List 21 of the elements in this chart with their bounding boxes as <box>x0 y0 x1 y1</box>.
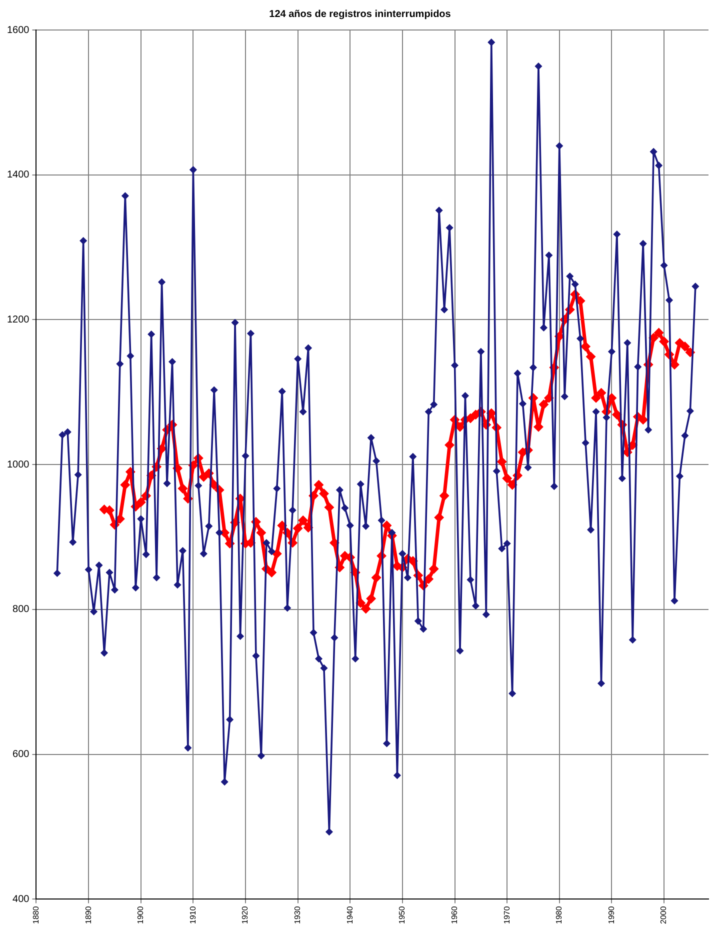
x-tick-label: 1970 <box>502 906 512 924</box>
x-tick-label: 1920 <box>240 906 250 924</box>
x-tick-label: 1960 <box>450 906 459 924</box>
x-tick-label: 1930 <box>293 906 302 924</box>
x-tick-label: 1980 <box>554 906 564 924</box>
y-tick-label: 1600 <box>6 24 30 36</box>
y-tick-label: 1400 <box>6 170 30 181</box>
y-tick-label: 600 <box>12 749 30 760</box>
x-tick-label: 1880 <box>31 906 40 924</box>
y-tick-label: 800 <box>12 604 30 616</box>
y-tick-label: 1000 <box>6 459 30 470</box>
x-tick-label: 1900 <box>136 906 146 924</box>
x-tick-label: 1990 <box>606 906 616 924</box>
y-tick-label: 1200 <box>6 314 30 326</box>
chart-title: 124 años de registros ininterrumpidos <box>269 8 452 20</box>
x-tick-label: 1940 <box>345 906 354 924</box>
y-tick-label: 400 <box>12 894 30 905</box>
x-tick-label: 1950 <box>398 906 407 924</box>
x-tick-label: 1890 <box>84 906 93 924</box>
x-tick-label: 2000 <box>659 906 668 924</box>
x-tick-label: 1910 <box>188 906 198 924</box>
